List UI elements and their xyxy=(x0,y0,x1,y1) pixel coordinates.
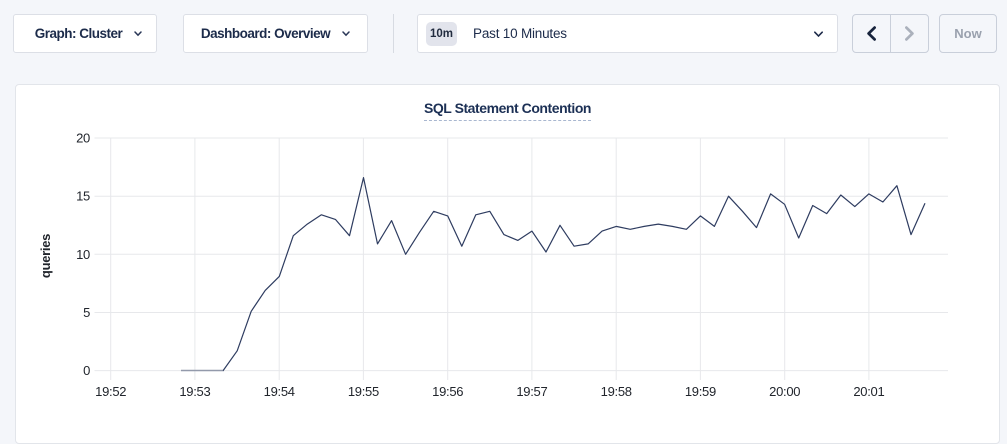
svg-text:19:55: 19:55 xyxy=(348,384,379,399)
svg-text:15: 15 xyxy=(76,189,90,204)
svg-text:10: 10 xyxy=(76,247,90,262)
svg-text:20: 20 xyxy=(76,131,90,146)
svg-text:20:01: 20:01 xyxy=(853,384,884,399)
svg-text:19:53: 19:53 xyxy=(179,384,210,399)
svg-text:19:57: 19:57 xyxy=(516,384,547,399)
svg-text:queries: queries xyxy=(38,234,53,278)
svg-text:19:54: 19:54 xyxy=(264,384,295,399)
svg-text:19:59: 19:59 xyxy=(685,384,716,399)
svg-text:5: 5 xyxy=(83,305,90,320)
svg-text:19:52: 19:52 xyxy=(95,384,126,399)
svg-text:20:00: 20:00 xyxy=(769,384,800,399)
svg-text:19:56: 19:56 xyxy=(432,384,463,399)
svg-text:19:58: 19:58 xyxy=(601,384,632,399)
svg-text:0: 0 xyxy=(83,363,90,378)
